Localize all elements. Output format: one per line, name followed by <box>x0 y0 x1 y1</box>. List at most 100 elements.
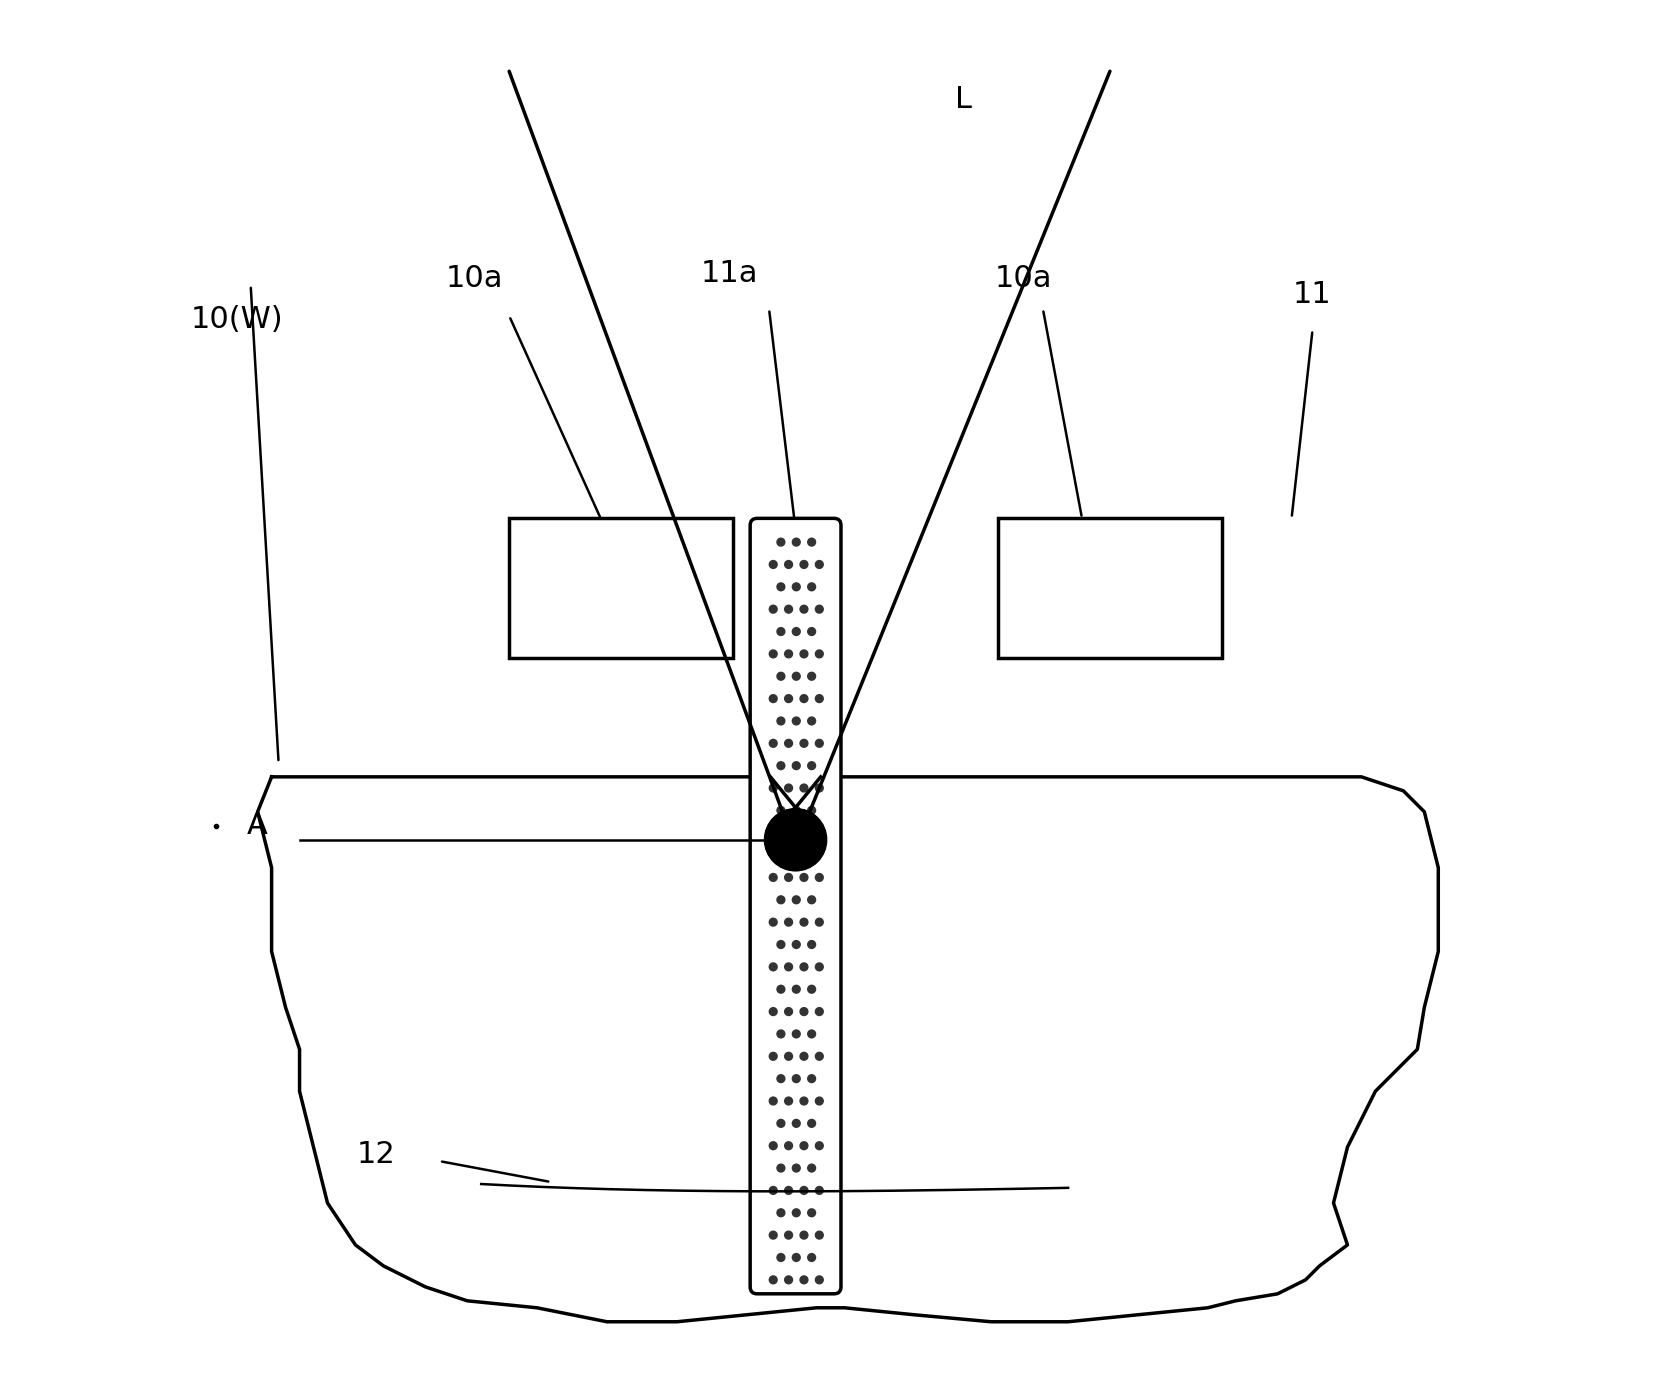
Circle shape <box>807 582 816 591</box>
Circle shape <box>777 851 784 860</box>
Circle shape <box>807 762 816 770</box>
Circle shape <box>792 941 801 948</box>
Bar <box>998 518 1222 658</box>
Circle shape <box>777 986 784 993</box>
Circle shape <box>784 1275 792 1284</box>
Circle shape <box>801 650 807 658</box>
Circle shape <box>792 806 801 815</box>
Text: 10a: 10a <box>445 263 503 293</box>
Circle shape <box>807 986 816 993</box>
Circle shape <box>777 1165 784 1172</box>
Circle shape <box>792 582 801 591</box>
Circle shape <box>777 1253 784 1261</box>
Circle shape <box>769 1053 777 1060</box>
Circle shape <box>801 918 807 925</box>
Circle shape <box>792 717 801 725</box>
Circle shape <box>769 784 777 792</box>
Circle shape <box>801 784 807 792</box>
Circle shape <box>792 1165 801 1172</box>
Circle shape <box>816 829 824 837</box>
Circle shape <box>816 1008 824 1015</box>
Circle shape <box>807 941 816 948</box>
Circle shape <box>769 1098 777 1105</box>
Circle shape <box>769 605 777 613</box>
Circle shape <box>792 538 801 546</box>
Circle shape <box>801 1187 807 1194</box>
Circle shape <box>769 560 777 568</box>
Circle shape <box>807 1253 816 1261</box>
Circle shape <box>784 874 792 882</box>
Circle shape <box>792 672 801 680</box>
Circle shape <box>807 672 816 680</box>
Circle shape <box>807 851 816 860</box>
Circle shape <box>792 1208 801 1217</box>
Circle shape <box>801 1142 807 1149</box>
Text: 11a: 11a <box>701 259 759 288</box>
Circle shape <box>769 1275 777 1284</box>
Circle shape <box>784 1231 792 1239</box>
Circle shape <box>777 806 784 815</box>
Circle shape <box>816 1231 824 1239</box>
Circle shape <box>807 627 816 636</box>
Circle shape <box>777 896 784 904</box>
Circle shape <box>769 739 777 748</box>
Circle shape <box>777 717 784 725</box>
Circle shape <box>777 582 784 591</box>
Circle shape <box>816 1187 824 1194</box>
Text: 12: 12 <box>357 1140 395 1169</box>
Circle shape <box>816 650 824 658</box>
Circle shape <box>792 762 801 770</box>
Circle shape <box>777 538 784 546</box>
Circle shape <box>769 918 777 925</box>
Circle shape <box>816 1053 824 1060</box>
Circle shape <box>784 829 792 837</box>
Circle shape <box>784 739 792 748</box>
Circle shape <box>784 1053 792 1060</box>
Circle shape <box>816 605 824 613</box>
Circle shape <box>801 694 807 703</box>
Circle shape <box>769 1187 777 1194</box>
Circle shape <box>816 1275 824 1284</box>
Circle shape <box>816 874 824 882</box>
Circle shape <box>792 627 801 636</box>
Circle shape <box>769 874 777 882</box>
Text: L: L <box>955 84 972 113</box>
Circle shape <box>764 809 826 871</box>
Circle shape <box>801 1275 807 1284</box>
Circle shape <box>801 1098 807 1105</box>
Circle shape <box>769 694 777 703</box>
Circle shape <box>792 851 801 860</box>
Circle shape <box>801 1008 807 1015</box>
Circle shape <box>769 650 777 658</box>
FancyBboxPatch shape <box>751 518 840 1294</box>
Text: 10(W): 10(W) <box>191 305 282 335</box>
Circle shape <box>777 762 784 770</box>
Circle shape <box>807 1165 816 1172</box>
Circle shape <box>777 627 784 636</box>
Circle shape <box>784 1142 792 1149</box>
Circle shape <box>777 1075 784 1082</box>
Circle shape <box>816 560 824 568</box>
Circle shape <box>769 1008 777 1015</box>
Circle shape <box>784 1187 792 1194</box>
Circle shape <box>801 1231 807 1239</box>
Circle shape <box>801 739 807 748</box>
Circle shape <box>807 806 816 815</box>
Circle shape <box>807 1075 816 1082</box>
Circle shape <box>777 1120 784 1127</box>
Circle shape <box>816 918 824 925</box>
Text: 10a: 10a <box>995 263 1051 293</box>
Circle shape <box>807 1030 816 1037</box>
Circle shape <box>769 963 777 970</box>
Circle shape <box>801 874 807 882</box>
Circle shape <box>769 1142 777 1149</box>
Circle shape <box>792 1253 801 1261</box>
Circle shape <box>816 963 824 970</box>
Circle shape <box>784 963 792 970</box>
Circle shape <box>784 918 792 925</box>
Circle shape <box>801 829 807 837</box>
Circle shape <box>792 1120 801 1127</box>
Circle shape <box>801 963 807 970</box>
Circle shape <box>816 784 824 792</box>
Circle shape <box>784 560 792 568</box>
